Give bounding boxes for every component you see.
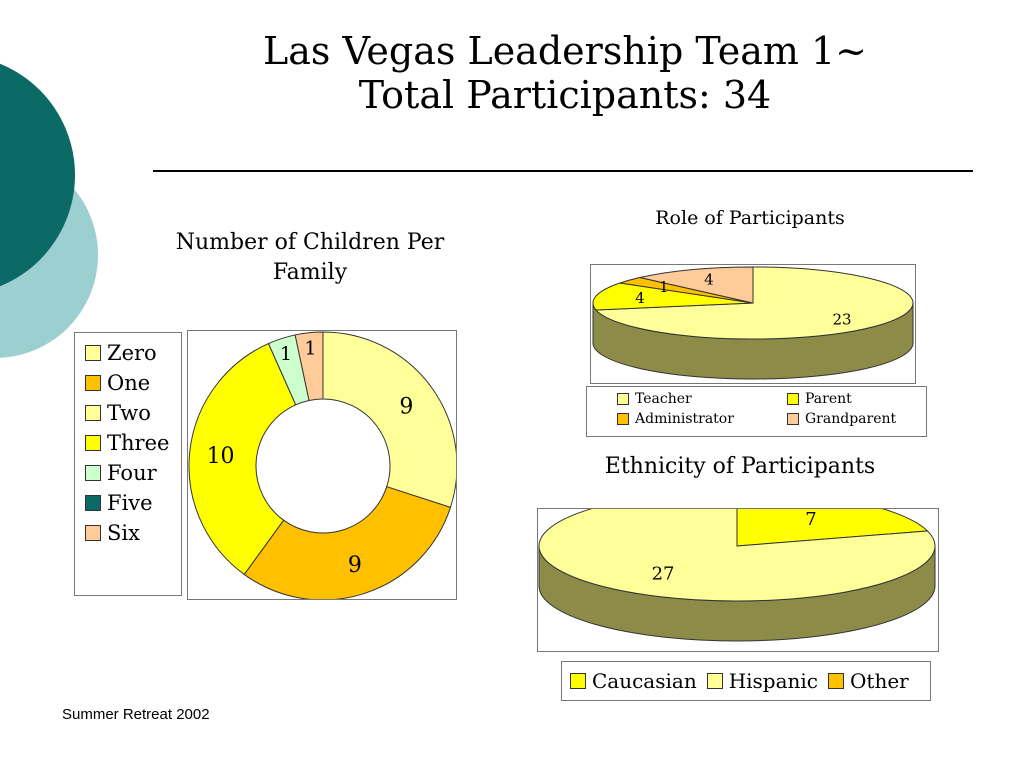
- children-legend-item-zero: Zero: [85, 341, 181, 365]
- role-legend-swatch-administrator: [617, 413, 629, 425]
- ethnicity-legend-label-other: Other: [850, 669, 909, 693]
- children-value-label-six: 1: [304, 338, 316, 360]
- children-chart-title: Number of Children Per Family: [150, 228, 470, 288]
- role-slice-teacher: [594, 266, 914, 340]
- role-legend-item-teacher: Teacher: [617, 391, 787, 407]
- ethnicity-pie-chart: 7 27: [538, 490, 936, 642]
- children-legend-swatch-six: [85, 525, 101, 541]
- role-value-label-parent: 4: [635, 289, 645, 307]
- role-value-label-grandparent: 4: [704, 270, 714, 288]
- role-legend-item-parent: Parent: [787, 391, 927, 407]
- ethnicity-value-label-caucasian: 7: [805, 509, 816, 530]
- children-legend-item-two: Two: [85, 401, 181, 425]
- footer-text: Summer Retreat 2002: [62, 706, 210, 723]
- role-legend-swatch-parent: [787, 393, 799, 405]
- role-legend-label-grandparent: Grandparent: [805, 411, 897, 427]
- children-legend-swatch-five: [85, 495, 101, 511]
- role-legend-swatch-grandparent: [787, 413, 799, 425]
- decorative-circles: [0, 63, 98, 358]
- slide-title-line2: Total Participants: 34: [358, 73, 772, 117]
- children-slice-one: [243, 486, 452, 601]
- children-legend-label-three: Three: [107, 431, 170, 455]
- children-slice-six: [294, 331, 324, 402]
- children-value-label-three: 10: [207, 444, 235, 469]
- ethnicity-legend-item-caucasian: Caucasian: [570, 669, 697, 693]
- role-slice-grandparent: [639, 266, 754, 304]
- ethnicity-legend-swatch-hispanic: [706, 673, 723, 689]
- children-legend-label-five: Five: [107, 491, 153, 515]
- ethnicity-legend-swatch-other: [828, 673, 845, 689]
- children-legend-swatch-zero: [85, 345, 101, 361]
- role-legend-label-parent: Parent: [805, 391, 852, 407]
- children-title-line1: Number of Children Per: [175, 230, 445, 255]
- children-legend-label-six: Six: [107, 521, 140, 545]
- role-plot-area: 23 4 1 4: [590, 264, 916, 384]
- children-legend-swatch-one: [85, 375, 101, 391]
- children-value-label-four: 1: [280, 343, 292, 365]
- children-legend-swatch-three: [85, 435, 101, 451]
- ethnicity-value-label-hispanic: 27: [652, 564, 675, 585]
- children-legend-label-four: Four: [107, 461, 157, 485]
- ethnicity-legend-swatch-caucasian: [570, 673, 586, 689]
- role-value-label-teacher: 23: [833, 311, 852, 329]
- children-slice-three: [188, 342, 297, 576]
- children-legend-item-four: Four: [85, 461, 181, 485]
- role-legend-item-grandparent: Grandparent: [787, 411, 927, 427]
- role-value-label-administrator: 1: [659, 278, 669, 296]
- children-legend-swatch-four: [85, 465, 101, 481]
- children-legend-label-two: Two: [107, 401, 151, 425]
- ethnicity-legend-item-hispanic: Hispanic: [706, 669, 819, 693]
- children-legend-swatch-two: [85, 405, 101, 421]
- role-chart-title: Role of Participants: [655, 207, 845, 229]
- children-plot-area: 9 9 10 1 1: [187, 330, 458, 601]
- ethnicity-legend-label-caucasian: Caucasian: [592, 669, 697, 693]
- role-legend: Teacher Parent Administrator Grandparent: [586, 386, 927, 437]
- children-value-label-zero: 9: [399, 394, 413, 419]
- ethnicity-legend-item-other: Other: [828, 669, 909, 693]
- slide-title-line1: Las Vegas Leadership Team 1~: [262, 29, 868, 73]
- children-title-line2: Family: [272, 260, 348, 285]
- children-legend-label-one: One: [107, 371, 151, 395]
- role-legend-swatch-teacher: [617, 393, 629, 405]
- dark-teal-circle: [0, 63, 75, 287]
- role-legend-label-administrator: Administrator: [635, 411, 734, 427]
- role-legend-label-teacher: Teacher: [635, 391, 692, 407]
- children-slice-zero: [322, 331, 458, 509]
- role-legend-item-administrator: Administrator: [617, 411, 787, 427]
- ethnicity-chart-title: Ethnicity of Participants: [604, 454, 876, 479]
- children-legend-label-zero: Zero: [107, 341, 157, 365]
- children-value-label-one: 9: [348, 553, 362, 578]
- ethnicity-plot-area: 7 27: [537, 490, 939, 652]
- title-divider: [153, 170, 973, 172]
- ethnicity-legend-label-hispanic: Hispanic: [728, 669, 819, 693]
- children-donut-chart: 9 9 10 1 1: [188, 331, 458, 601]
- children-legend-item-three: Three: [85, 431, 181, 455]
- children-legend-item-five: Five: [85, 491, 181, 515]
- ethnicity-legend: Caucasian Hispanic Other: [561, 661, 931, 701]
- children-legend: Zero One Two Three Four Five Six: [74, 332, 182, 596]
- children-legend-item-one: One: [85, 371, 181, 395]
- children-legend-item-six: Six: [85, 521, 181, 545]
- role-slice-parent: [592, 282, 754, 311]
